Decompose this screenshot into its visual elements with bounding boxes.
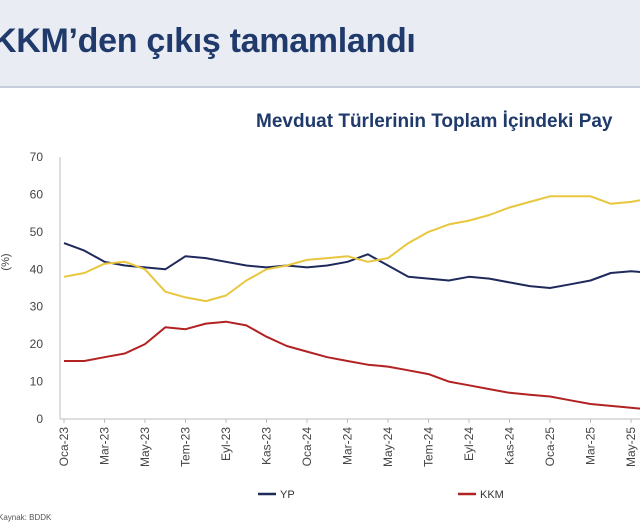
series-line-series-2 (63, 195, 640, 303)
page-title: KKM’den çıkış tamamlandı (0, 22, 416, 60)
legend-label-yp: YP (280, 489, 295, 501)
x-tick-label: Kas-23 (260, 427, 274, 465)
x-tick-label: Eyl-23 (219, 427, 233, 461)
x-tick-label: Mar-23 (98, 427, 112, 465)
y-axis-label: (%) (0, 253, 12, 270)
y-tick-label: 30 (30, 300, 44, 314)
series-line-kkm (64, 320, 640, 410)
x-tick-label: Mar-24 (341, 427, 355, 465)
x-tick-label: May-23 (138, 427, 152, 467)
x-tick-label: Tem-23 (179, 427, 193, 467)
y-tick-label: 40 (30, 262, 44, 276)
source-note: Kaynak: BDDK (0, 513, 52, 522)
x-tick-label: Tem-24 (422, 427, 436, 467)
x-tick-label: Kas-24 (503, 427, 517, 465)
series-line-yp (63, 242, 640, 289)
header-banner: KKM’den çıkış tamamlandı (0, 0, 640, 88)
x-tick-label: May-25 (624, 427, 638, 467)
y-tick-label: 60 (30, 187, 44, 201)
y-tick-label: 0 (36, 412, 43, 426)
y-tick-label: 70 (30, 150, 44, 164)
x-tick-label: Oca-23 (57, 427, 71, 467)
x-tick-label: Oca-24 (300, 427, 314, 467)
x-tick-label: Mar-25 (584, 427, 598, 465)
x-tick-label: Eyl-24 (462, 427, 476, 461)
x-tick-label: Oca-25 (543, 427, 557, 467)
y-tick-label: 10 (30, 375, 44, 389)
chart-title: Mevduat Türlerinin Toplam İçindeki Pay (256, 111, 613, 132)
y-tick-label: 20 (30, 337, 44, 351)
y-tick-label: 50 (30, 225, 44, 239)
x-tick-label: May-24 (381, 427, 395, 467)
legend-label-kkm: KKM (480, 489, 504, 501)
